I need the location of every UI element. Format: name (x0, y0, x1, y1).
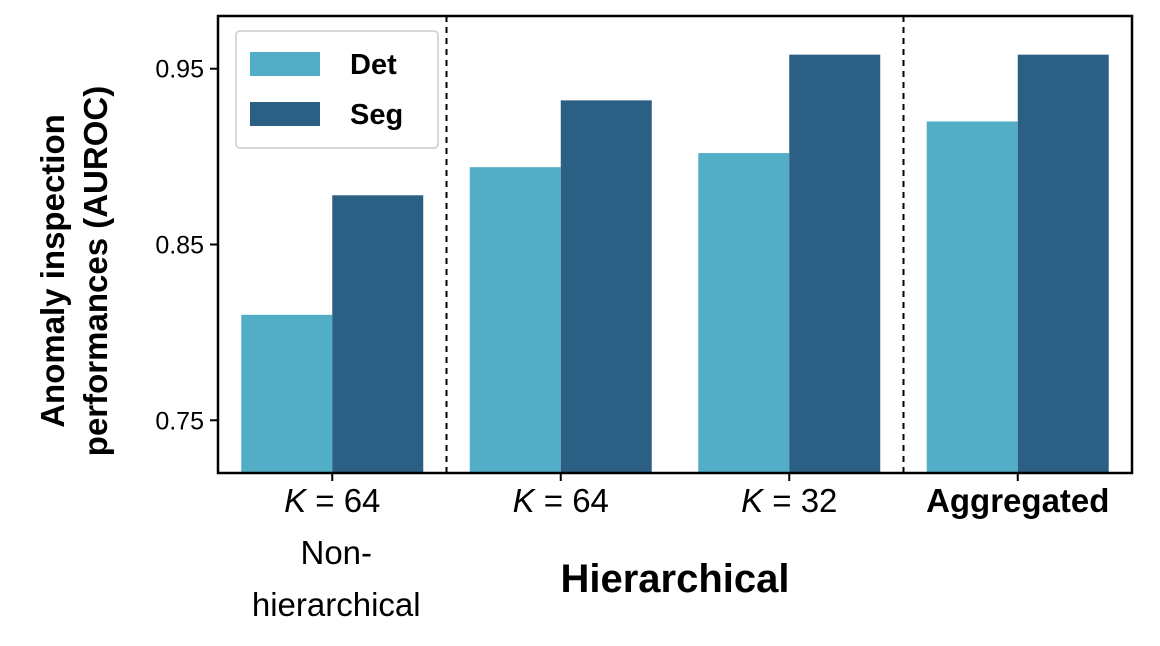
x-tick-label-1: K = 64 (513, 482, 609, 519)
legend-label-seg: Seg (350, 99, 403, 131)
y-ticks-layer: 0.75 0.85 0.95 (155, 56, 218, 435)
legend: Det Seg (235, 30, 439, 149)
y-tick-label-2: 0.95 (155, 56, 204, 84)
legend-swatch-seg (250, 102, 320, 126)
bar-seg-2 (789, 54, 881, 474)
bars-layer (241, 54, 1109, 474)
y-axis-label-line1: Anomaly inspection (34, 114, 71, 428)
legend-swatch-det (250, 52, 320, 76)
legend-box (235, 30, 439, 149)
bar-seg-3 (1017, 54, 1109, 474)
plot-frame (216, 14, 1134, 475)
bar-seg-0 (332, 195, 424, 474)
bar-det-2 (698, 153, 790, 473)
y-axis-label: Anomaly inspection performances (AUROC) (34, 86, 114, 456)
legend-label-det: Det (350, 49, 397, 81)
x-tick-label-3: Aggregated (926, 482, 1109, 519)
x-group-label: Hierarchical (560, 557, 789, 601)
x-sub-label-0-1: hierarchical (252, 586, 421, 623)
x-sub-label-0-0: Non- (300, 534, 372, 571)
x-tick-label-0: K = 64 (284, 482, 380, 519)
bar-det-1 (469, 167, 561, 473)
bar-det-0 (241, 314, 333, 473)
x-labels-layer: K = 64 Non-hierarchical K = 64 K = 32 Aggreg… (252, 473, 1109, 623)
bar-seg-1 (560, 100, 652, 473)
bar-det-3 (926, 121, 1018, 473)
y-tick-label-1: 0.85 (155, 232, 204, 260)
y-tick-label-0: 0.75 (155, 407, 204, 435)
x-tick-label-2: K = 32 (741, 482, 837, 519)
y-axis-label-line2: performances (AUROC) (77, 86, 114, 456)
